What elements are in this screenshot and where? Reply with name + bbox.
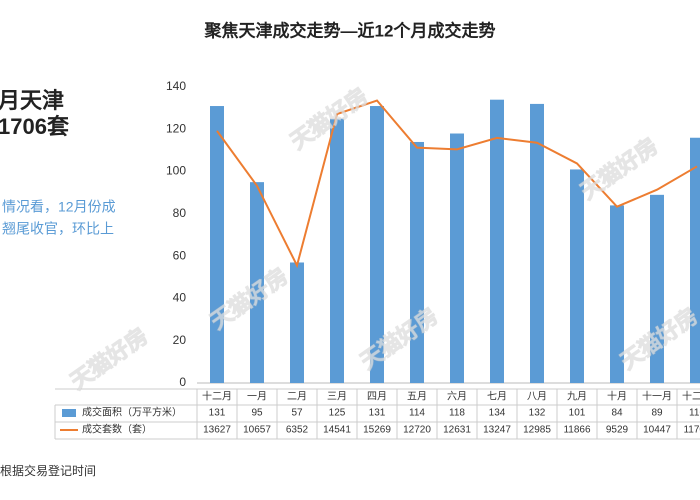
bar <box>410 141 424 383</box>
table-value: 9529 <box>606 425 629 436</box>
table-value: 12631 <box>443 425 471 436</box>
y-tick-label: 0 <box>179 375 186 389</box>
bar <box>490 99 504 383</box>
table-value: 15269 <box>363 425 391 436</box>
x-tick-label: 六月 <box>447 391 467 403</box>
x-tick-label: 二月 <box>287 391 307 403</box>
table-value: 101 <box>569 408 586 419</box>
y-tick-label: 120 <box>166 121 186 135</box>
table-value: 84 <box>611 408 623 419</box>
table-value: 114 <box>409 408 425 419</box>
table-value: 125 <box>329 408 346 419</box>
y-tick-label: 100 <box>166 164 186 178</box>
legend-label: 成交套数（套） <box>82 423 152 436</box>
y-tick-label: 40 <box>173 291 187 305</box>
bar <box>330 118 344 383</box>
table-value: 116 <box>689 408 700 419</box>
table-value: 13627 <box>203 425 231 436</box>
table-value: 57 <box>291 408 303 419</box>
table-value: 132 <box>529 408 546 419</box>
y-tick-label: 80 <box>173 206 187 220</box>
chart-title: 聚焦天津成交走势—近12个月成交走势 <box>204 20 496 40</box>
legend-label: 成交面积（万平方米） <box>82 406 182 419</box>
table-value: 14541 <box>323 425 351 436</box>
side-heading: 1706套 <box>0 114 69 139</box>
x-tick-label: 五月 <box>407 391 427 403</box>
table-value: 131 <box>209 408 226 419</box>
x-tick-label: 八月 <box>527 391 547 403</box>
bar <box>250 182 264 383</box>
x-tick-label: 十一月 <box>642 390 672 403</box>
x-tick-label: 一月 <box>247 391 267 403</box>
bar <box>570 169 584 383</box>
side-heading: 月天津 <box>0 88 64 113</box>
table-value: 134 <box>489 408 506 419</box>
bar <box>650 194 664 383</box>
bar <box>690 137 700 383</box>
bar <box>210 106 224 384</box>
line <box>216 99 698 269</box>
table-value: 6352 <box>286 425 309 436</box>
bar <box>530 103 544 384</box>
table-value: 95 <box>251 408 263 419</box>
table-value: 10657 <box>243 425 271 436</box>
x-tick-label: 七月 <box>487 391 507 403</box>
x-tick-label: 三月 <box>327 391 347 403</box>
x-tick-label: 十二月 <box>682 390 700 403</box>
table-value: 11866 <box>563 425 591 436</box>
table-value: 13247 <box>483 425 511 436</box>
table-value: 89 <box>651 408 663 419</box>
x-tick-label: 十月 <box>607 390 627 403</box>
table-value: 10447 <box>643 425 671 436</box>
y-tick-label: 20 <box>173 333 187 347</box>
table-value: 118 <box>449 408 465 419</box>
side-body: 情况看，12月份成 <box>2 199 116 215</box>
y-tick-label: 60 <box>173 248 187 262</box>
bar <box>370 106 384 384</box>
table-value: 131 <box>369 408 386 419</box>
bar <box>290 262 304 383</box>
table-value: 12720 <box>403 425 431 436</box>
x-tick-label: 四月 <box>367 391 387 403</box>
bar <box>610 205 624 383</box>
x-tick-label: 九月 <box>567 391 587 403</box>
legend-marker <box>62 409 76 417</box>
note: 根据交易登记时间 <box>0 463 96 478</box>
table-value: 11706 <box>683 425 700 436</box>
x-tick-label: 十二月 <box>202 390 232 403</box>
bar <box>450 133 464 383</box>
side-body: 翘尾收官，环比上 <box>2 221 114 237</box>
y-tick-label: 140 <box>166 79 186 93</box>
table-value: 12985 <box>523 425 551 436</box>
